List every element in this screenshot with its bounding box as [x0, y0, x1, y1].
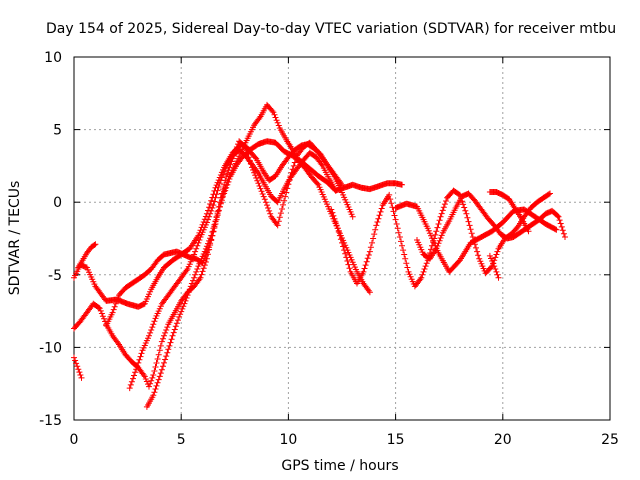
x-axis: 0 5 10 15 20 25 [70, 57, 619, 448]
data-point-markers [486, 189, 532, 235]
y-axis-label: SDTVAR / TECUs [7, 181, 23, 296]
data-point-markers [71, 138, 345, 390]
data-series [71, 138, 345, 390]
y-tick-label: -10 [39, 340, 62, 356]
x-tick-label: 10 [279, 432, 297, 448]
x-axis-label: GPS time / hours [281, 458, 398, 474]
data-series [414, 190, 568, 262]
plot-frame [73, 56, 611, 421]
data-series [486, 189, 532, 235]
data-series [486, 252, 502, 281]
series-layer [71, 101, 568, 410]
data-point-markers [71, 354, 85, 381]
data-series [75, 241, 99, 271]
y-tick-label: -5 [48, 268, 62, 284]
x-tick-label: 20 [494, 432, 512, 448]
y-tick-label: 5 [53, 123, 62, 139]
y-axis: -15 -10 -5 0 5 10 [39, 50, 610, 429]
data-point-markers [486, 252, 502, 281]
data-series [143, 141, 356, 410]
y-tick-label: -15 [39, 413, 62, 429]
x-tick-label: 15 [387, 432, 405, 448]
x-tick-label: 0 [70, 432, 79, 448]
y-tick-label: 0 [53, 195, 62, 211]
data-series [392, 200, 560, 275]
data-point-markers [392, 200, 560, 275]
data-point-markers [414, 190, 568, 262]
y-tick-label: 10 [44, 50, 62, 66]
x-tick-label: 25 [601, 432, 619, 448]
data-series [71, 354, 85, 381]
data-point-markers [143, 141, 356, 410]
chart-title: Day 154 of 2025, Sidereal Day-to-day VTE… [46, 21, 616, 37]
x-tick-label: 5 [177, 432, 186, 448]
data-point-markers [75, 241, 99, 271]
